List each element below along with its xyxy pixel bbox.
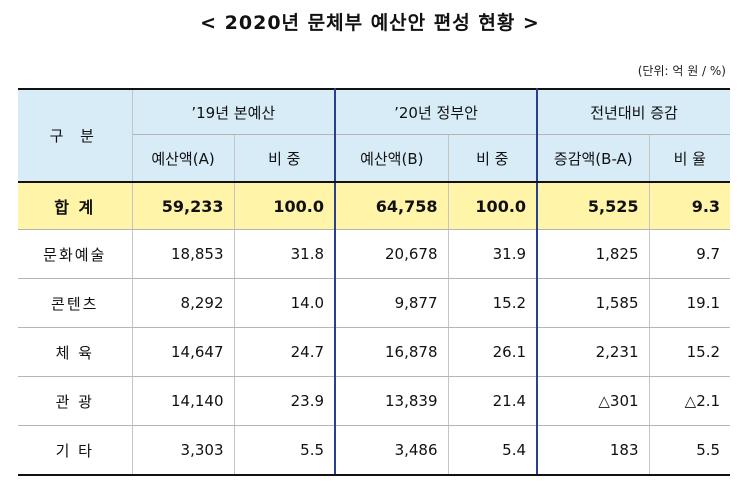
table-row: 기 타 3,303 5.5 3,486 5.4 183 5.5 bbox=[18, 425, 731, 476]
change-cell: 2,231 bbox=[537, 327, 650, 377]
budget-2020-cell: 16,878 bbox=[335, 327, 449, 377]
page-title: < 2020년 문체부 예산안 편성 현황 > bbox=[200, 12, 540, 34]
table-row: 문화예술 18,853 31.8 20,678 31.9 1,825 9.7 bbox=[18, 229, 731, 279]
total-share-2019: 100.0 bbox=[234, 182, 337, 230]
change-cell: 1,825 bbox=[537, 229, 650, 279]
table-row: 콘텐츠 8,292 14.0 9,877 15.2 1,585 19.1 bbox=[18, 278, 731, 328]
total-share-2020: 100.0 bbox=[448, 182, 539, 230]
budget-2020-cell: 9,877 bbox=[335, 278, 449, 328]
row-label: 관 광 bbox=[18, 376, 133, 426]
total-rate: 9.3 bbox=[649, 182, 731, 230]
row-label: 콘텐츠 bbox=[18, 278, 133, 328]
total-budget-2019: 59,233 bbox=[132, 182, 235, 230]
total-row: 합 계 59,233 100.0 64,758 100.0 5,525 9.3 bbox=[18, 182, 731, 230]
share-2020-cell: 15.2 bbox=[448, 278, 539, 328]
budget-table: 구 분 ’19년 본예산 ’20년 정부안 전년대비 증감 예산액(A) 비 중… bbox=[18, 88, 731, 476]
table-row: 관 광 14,140 23.9 13,839 21.4 △301 △2.1 bbox=[18, 376, 731, 426]
budget-2019-cell: 18,853 bbox=[132, 229, 235, 279]
total-label: 합 계 bbox=[18, 182, 133, 230]
header-category: 구 분 bbox=[18, 88, 133, 183]
header-amount-b: 예산액(B) bbox=[335, 134, 449, 183]
rate-cell: 5.5 bbox=[649, 425, 731, 476]
share-2019-cell: 24.7 bbox=[234, 327, 337, 377]
row-label: 체 육 bbox=[18, 327, 133, 377]
share-2019-cell: 23.9 bbox=[234, 376, 337, 426]
rate-cell: 19.1 bbox=[649, 278, 731, 328]
budget-2019-cell: 3,303 bbox=[132, 425, 235, 476]
row-label: 문화예술 bbox=[18, 229, 133, 279]
header-yoy-change: 전년대비 증감 bbox=[537, 88, 731, 135]
row-label: 기 타 bbox=[18, 425, 133, 476]
rate-cell: △2.1 bbox=[649, 376, 731, 426]
share-2019-cell: 5.5 bbox=[234, 425, 337, 476]
header-change-rate: 비 율 bbox=[649, 134, 731, 183]
budget-2020-cell: 3,486 bbox=[335, 425, 449, 476]
table-row: 체 육 14,647 24.7 16,878 26.1 2,231 15.2 bbox=[18, 327, 731, 377]
rate-cell: 15.2 bbox=[649, 327, 731, 377]
share-2020-cell: 5.4 bbox=[448, 425, 539, 476]
header-2019-budget: ’19년 본예산 bbox=[132, 88, 337, 135]
change-cell: △301 bbox=[537, 376, 650, 426]
unit-note: (단위: 억 원 / %) bbox=[637, 64, 726, 78]
share-2019-cell: 14.0 bbox=[234, 278, 337, 328]
budget-2020-cell: 13,839 bbox=[335, 376, 449, 426]
header-share-b: 비 중 bbox=[448, 134, 539, 183]
total-budget-2020: 64,758 bbox=[335, 182, 449, 230]
budget-2019-cell: 8,292 bbox=[132, 278, 235, 328]
header-row-group: 구 분 ’19년 본예산 ’20년 정부안 전년대비 증감 bbox=[18, 88, 731, 183]
change-cell: 1,585 bbox=[537, 278, 650, 328]
header-change-amount: 증감액(B-A) bbox=[537, 134, 650, 183]
share-2020-cell: 26.1 bbox=[448, 327, 539, 377]
header-row-sub: 예산액(A) 비 중 예산액(B) 비 중 증감액(B-A) 비 율 bbox=[18, 134, 731, 183]
rate-cell: 9.7 bbox=[649, 229, 731, 279]
share-2020-cell: 31.9 bbox=[448, 229, 539, 279]
share-2019-cell: 31.8 bbox=[234, 229, 337, 279]
total-change: 5,525 bbox=[537, 182, 650, 230]
share-2020-cell: 21.4 bbox=[448, 376, 539, 426]
header-amount-a: 예산액(A) bbox=[132, 134, 235, 183]
change-cell: 183 bbox=[537, 425, 650, 476]
budget-2019-cell: 14,140 bbox=[132, 376, 235, 426]
budget-2020-cell: 20,678 bbox=[335, 229, 449, 279]
header-2020-proposal: ’20년 정부안 bbox=[335, 88, 539, 135]
budget-2019-cell: 14,647 bbox=[132, 327, 235, 377]
header-share-a: 비 중 bbox=[234, 134, 337, 183]
